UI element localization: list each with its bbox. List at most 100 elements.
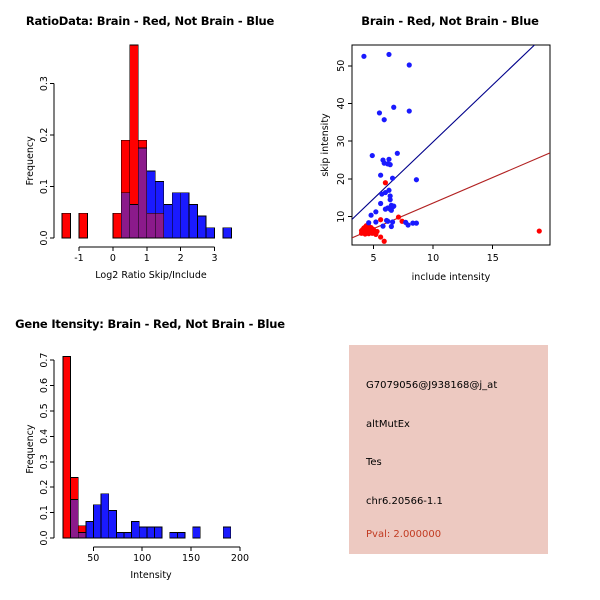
y-axis-tick-label: 0.6 [39,378,50,393]
scatter-point [406,108,412,114]
scatter-point [405,222,411,228]
y-axis-tick-label: 0.3 [39,76,50,91]
y-axis-title: Frequency [25,424,36,473]
histogram-bar [146,212,156,239]
panel-scatter: Brain - Red, Not Brain - Blue 10 20 30 40 50… [300,0,600,300]
scatter-point [373,231,379,238]
scatter-point [410,220,416,226]
scatter-point [378,172,384,178]
tissue-text: Tes [366,457,382,468]
y-axis-tick-label: 0.5 [39,403,50,418]
fit-line-not-brain-fit [352,45,535,220]
x-axis-tick-label: 10 [427,253,439,264]
svg-ratio-group: 0.0 0.1 0.2 0.3 Frequency -1 0 1 2 3 Log2 Ratio Sk… [25,44,232,281]
scatter-point [376,110,383,116]
scatter-point [361,53,367,59]
scatter-point [413,177,420,183]
svg-gene-group: 0.0 0.1 0.2 0.3 0.4 0.5 0.6 0.7 Frequency 50 100 15… [25,353,249,581]
histogram-bar [169,532,178,539]
scatter-point [366,220,372,226]
scatter-point [380,223,386,229]
histogram-bar [108,510,117,539]
scatter-point [387,197,393,203]
scatter-point [387,193,393,199]
scatter-point [382,206,388,212]
histogram-bar [93,504,102,539]
histogram-bar [205,227,215,239]
scatter-point [391,104,397,110]
histogram-bar [70,477,79,500]
scatter-point [378,234,384,240]
scatter-point [406,62,412,68]
y-axis-tick-label: 40 [336,97,347,109]
histogram-bar [171,192,182,239]
histogram-bar [100,493,110,539]
x-axis-title: Intensity [130,570,172,581]
y-axis-tick-label: 30 [336,135,347,147]
scatter-point [395,214,402,220]
histogram-bar [222,526,232,539]
x-axis-tick-label: 1 [144,253,150,264]
event-type-text: altMutEx [366,419,410,430]
x-axis-tick-label: -1 [74,253,83,264]
histogram-bar [112,212,122,239]
histogram-bar [180,192,190,239]
panel-ratio-histogram: RatioData: Brain - Red, Not Brain - Blue… [0,0,300,300]
y-axis-title: skip intensity [320,113,331,177]
histogram-bar [120,192,131,239]
histogram-bar [138,526,148,539]
plot-inner [352,45,550,244]
x-axis-tick-label: 3 [212,253,218,264]
y-axis-tick-label: 0.3 [39,454,50,469]
y-axis-tick-label: 0.0 [39,530,50,545]
scatter-point [394,150,400,156]
histogram-bar [137,139,148,149]
fit-line-brain-fit [352,152,550,239]
scatter-point [386,156,392,162]
x-axis-tick-label: 50 [87,553,99,564]
scatter-point [388,223,394,230]
histogram-bar [61,212,71,239]
gene-info-box: G7079056@J938168@j_at altMutEx Tes chr6.… [349,345,548,554]
y-axis-tick-label: 0.0 [39,230,50,245]
histogram-bar [154,212,165,239]
x-axis-tick-label: 15 [487,253,499,264]
scatter-title: Brain - Red, Not Brain - Blue [361,14,539,28]
probe-id-text: G7079056@J938168@j_at [366,380,498,391]
scatter-point [378,217,384,223]
x-axis-title: include intensity [412,272,491,283]
histogram-bar [77,532,87,539]
x-axis-tick-label: 0 [110,253,116,264]
x-axis-title: Log2 Ratio Skip/Include [95,270,207,281]
scatter-point [386,187,392,193]
histogram-bar [177,532,186,539]
scatter-point [369,152,375,159]
y-axis-tick-label: 0.2 [39,480,50,495]
x-axis-tick-label: 150 [182,553,200,564]
scatter-point [386,51,392,58]
locus-text: chr6.20566-1.1 [366,496,443,507]
scatter-point [391,203,397,209]
y-axis-tick-label: 20 [336,173,347,185]
y-axis-tick-label: 0.2 [39,128,50,143]
y-axis-tick-label: 0.1 [39,179,50,194]
scatter-point [387,162,393,168]
histogram-bar [78,212,88,239]
plot-frame [351,44,551,246]
scatter-point [373,219,379,225]
histogram-bar [123,532,133,539]
scatter-point [368,212,374,218]
histogram-bar [146,526,155,539]
histogram-bar [154,180,165,214]
scatter-plot: 10 20 30 40 50 skip intensity 5 10 15 include int… [320,44,551,283]
histogram-bar [77,525,87,533]
scatter-point [389,219,396,225]
histogram-bar [192,526,201,539]
y-axis-tick-label: 10 [336,211,347,223]
scatter-point [388,207,394,213]
histogram-bar [137,147,148,239]
histogram-bar [85,521,94,539]
scatter-point [413,220,420,226]
x-axis-tick-label: 5 [370,253,376,264]
